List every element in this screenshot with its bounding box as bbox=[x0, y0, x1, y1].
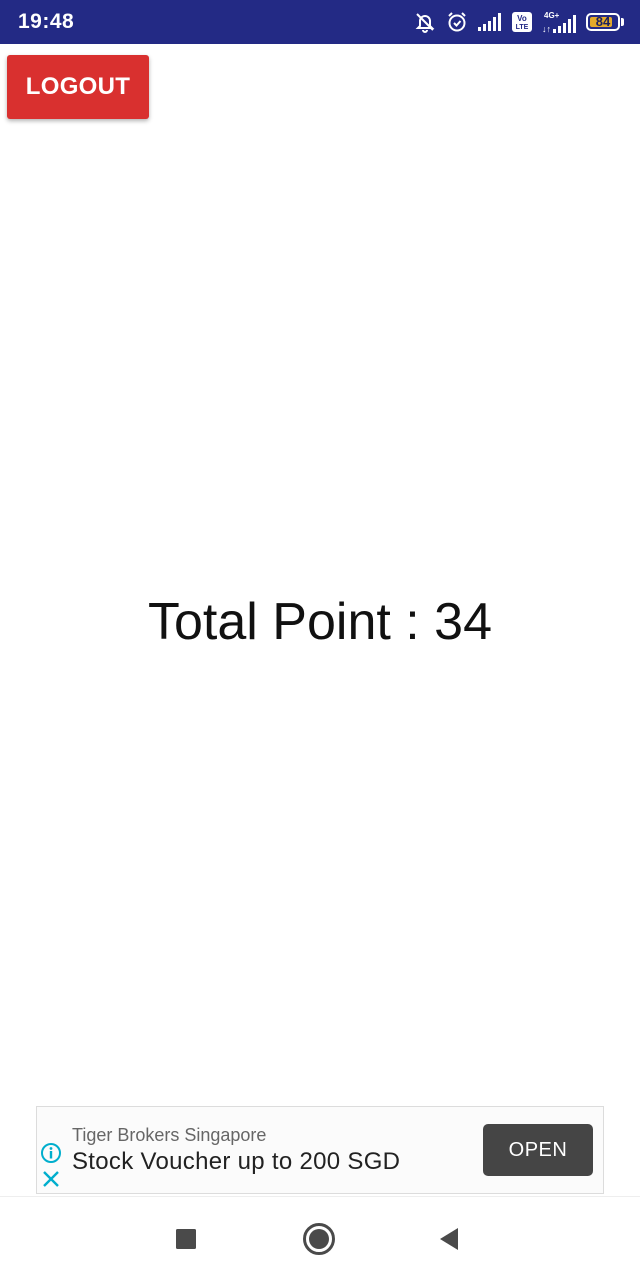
total-point-text: Total Point : 34 bbox=[0, 590, 640, 654]
svg-text:LTE: LTE bbox=[516, 24, 529, 31]
svg-text:4G+: 4G+ bbox=[544, 11, 560, 20]
home-icon bbox=[302, 1222, 336, 1256]
ad-headline[interactable]: Stock Voucher up to 200 SGD bbox=[72, 1148, 400, 1176]
recents-button[interactable] bbox=[164, 1217, 208, 1261]
back-icon bbox=[437, 1227, 461, 1251]
svg-text:Vo: Vo bbox=[517, 14, 527, 23]
recents-icon bbox=[175, 1228, 197, 1250]
battery-icon: 84 bbox=[586, 13, 624, 31]
back-button[interactable] bbox=[427, 1217, 471, 1261]
ad-banner[interactable]: Tiger Brokers Singapore Stock Voucher up… bbox=[36, 1106, 604, 1194]
ad-info-icon[interactable] bbox=[40, 1142, 62, 1164]
volte-icon: Vo LTE bbox=[512, 12, 532, 32]
signal-icon bbox=[478, 13, 502, 31]
ad-close-icon[interactable] bbox=[41, 1169, 61, 1189]
ad-advertiser: Tiger Brokers Singapore bbox=[72, 1125, 266, 1146]
home-button[interactable] bbox=[297, 1217, 341, 1261]
ad-open-button[interactable]: OPEN bbox=[483, 1124, 593, 1176]
status-icons: Vo LTE 4G+ ↓↑ bbox=[414, 8, 624, 36]
svg-text:↓↑: ↓↑ bbox=[542, 24, 551, 34]
logout-button[interactable]: LOGOUT bbox=[7, 55, 149, 119]
bell-off-icon bbox=[414, 11, 436, 33]
alarm-icon bbox=[446, 11, 468, 33]
signal-4g-icon: 4G+ ↓↑ bbox=[542, 10, 576, 34]
battery-level: 84 bbox=[586, 13, 620, 31]
status-bar: 19:48 bbox=[0, 0, 640, 44]
navigation-bar bbox=[0, 1196, 640, 1280]
status-time: 19:48 bbox=[18, 10, 74, 34]
